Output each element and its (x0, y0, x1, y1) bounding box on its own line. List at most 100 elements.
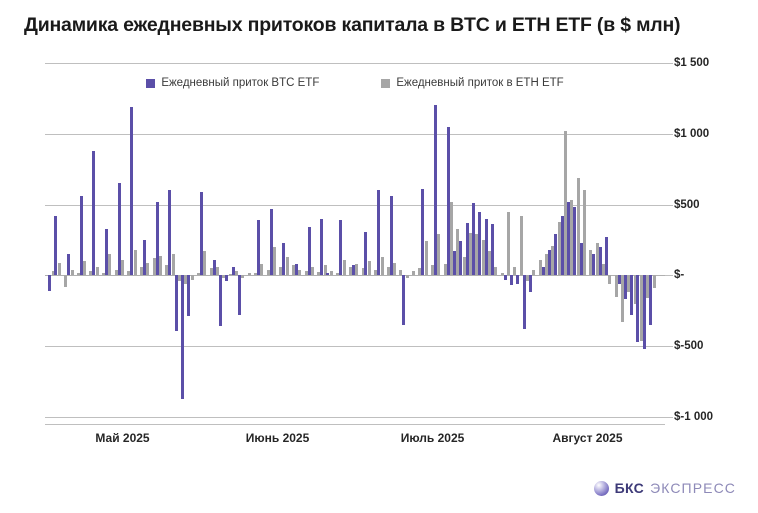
y-tick-mark (665, 346, 673, 348)
bar-eth (500, 272, 504, 276)
bar-btc (256, 220, 260, 276)
bar-eth (57, 262, 61, 276)
bar-eth (108, 254, 112, 276)
bar-eth (285, 256, 289, 276)
bar-eth (475, 234, 479, 276)
bar-eth (102, 272, 106, 276)
bar-btc (79, 196, 83, 276)
bar-eth (443, 264, 447, 276)
bar-eth (526, 275, 530, 282)
bar-btc (446, 126, 450, 276)
bar-eth (538, 259, 542, 276)
y-tick-label: $1 500 (674, 57, 710, 69)
x-tick-label: Июль 2025 (400, 431, 465, 445)
bar-eth (620, 275, 624, 323)
bar-btc (54, 215, 58, 276)
bar-eth (456, 228, 460, 276)
bar-btc (522, 275, 526, 330)
bar-eth (95, 266, 99, 276)
bar-btc (105, 228, 109, 276)
bar-btc (187, 275, 191, 317)
bar-eth (551, 245, 555, 276)
bar-eth (582, 190, 586, 276)
bar-eth (589, 249, 593, 276)
bar-btc (554, 234, 558, 276)
bar-eth (563, 130, 567, 276)
bar-btc (579, 242, 583, 276)
bar-eth (595, 242, 599, 276)
bar-eth (310, 266, 314, 276)
bar-eth (121, 259, 125, 276)
bar-eth (178, 275, 182, 282)
bar-eth (570, 200, 574, 276)
bar-eth (241, 275, 245, 279)
bar-btc (623, 275, 627, 300)
bar-eth (481, 240, 485, 276)
bar-btc (92, 150, 96, 276)
chart-legend: Ежедневный приток BTC ETF Ежедневный при… (45, 74, 665, 92)
bar-btc (490, 224, 494, 276)
bar-eth (557, 221, 561, 276)
bar-eth (405, 275, 409, 279)
bar-eth (627, 275, 631, 293)
bar-eth (519, 215, 523, 276)
bar-eth (165, 265, 169, 276)
bar-eth (89, 271, 93, 276)
bar-btc (174, 275, 178, 331)
bar-eth (380, 256, 384, 276)
bar-eth (190, 275, 194, 280)
page-title: Динамика ежедневных притоков капитала в … (24, 14, 681, 36)
bar-btc (630, 275, 634, 316)
bar-btc (67, 254, 71, 276)
bar-eth (412, 271, 416, 276)
bar-eth (367, 261, 371, 276)
bar-eth (140, 266, 144, 276)
bar-eth (76, 272, 80, 276)
bar-eth (633, 275, 637, 304)
bar-eth (399, 269, 403, 276)
bar-eth (70, 269, 74, 276)
bar-btc (592, 254, 596, 276)
y-tick-label: $-1 000 (674, 411, 714, 423)
y-tick-mark (665, 417, 673, 418)
bar-btc (484, 218, 488, 276)
bar-eth (348, 266, 352, 276)
bar-eth (266, 269, 270, 276)
bar-btc (541, 266, 545, 276)
bar-btc (212, 259, 216, 276)
bar-eth (304, 271, 308, 276)
bar-btc (560, 215, 564, 276)
brand-name: БКС (614, 480, 645, 496)
bar-btc (180, 275, 184, 399)
bar-btc (421, 189, 425, 276)
bar-eth (431, 265, 435, 276)
bar-btc (434, 105, 438, 276)
bar-eth (646, 275, 650, 299)
bar-eth (260, 264, 264, 276)
gridline (45, 346, 665, 348)
bar-eth (608, 275, 612, 284)
bar-btc (294, 264, 298, 276)
y-tick-mark (665, 204, 673, 206)
bar-eth (576, 177, 580, 276)
x-axis-line (45, 424, 665, 425)
bar-btc (282, 242, 286, 276)
bar-eth (228, 273, 232, 276)
bar-eth (424, 241, 428, 276)
gridline (45, 275, 665, 277)
bar-btc (339, 220, 343, 276)
bar-btc (547, 249, 551, 276)
bar-eth (222, 275, 226, 279)
bar-btc (566, 201, 570, 276)
bar-eth (272, 247, 276, 276)
bar-eth (450, 201, 454, 276)
gridline (45, 204, 665, 206)
bar-eth (317, 271, 321, 276)
bar-eth (469, 232, 473, 276)
sphere-icon (593, 480, 609, 496)
legend-item-btc[interactable]: Ежедневный приток BTC ETF (146, 77, 319, 89)
bar-btc (225, 275, 229, 282)
y-tick-mark (665, 63, 673, 64)
legend-item-eth[interactable]: Ежедневный приток в ETH ETF (381, 77, 564, 89)
